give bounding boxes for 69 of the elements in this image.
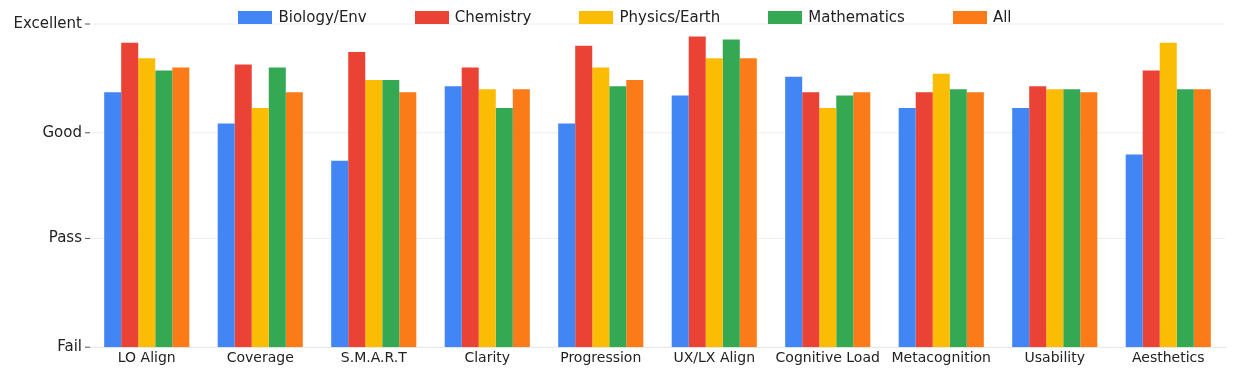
bar (234, 64, 252, 348)
bar (671, 95, 689, 348)
legend-label: Physics/Earth (619, 8, 721, 26)
bar (155, 70, 173, 348)
bar (1012, 107, 1030, 348)
bar (1125, 154, 1143, 348)
x-tick-label: Aesthetics (1131, 349, 1205, 366)
ref-line-label: Good (42, 122, 82, 141)
bar (138, 58, 156, 348)
x-tick-label: Cognitive Load (775, 349, 880, 366)
ref-line-label: Excellent (13, 13, 83, 32)
x-tick-label: UX/LX Align (673, 349, 756, 366)
bar (1142, 70, 1160, 348)
bar (802, 92, 820, 348)
legend-label: Biology/Env (278, 8, 367, 26)
bar (705, 58, 723, 348)
bar (104, 92, 122, 348)
bar (251, 107, 269, 348)
bar (1063, 89, 1081, 348)
bar (1193, 89, 1211, 348)
bar (512, 89, 530, 348)
bar (444, 86, 462, 348)
bar (558, 123, 576, 348)
bar (382, 79, 400, 348)
bar (575, 45, 593, 348)
bar (121, 42, 139, 348)
bar (932, 73, 950, 348)
bar (331, 160, 349, 348)
bar (348, 51, 366, 348)
x-tick-label: Usability (1024, 349, 1085, 366)
bar (836, 95, 854, 348)
bar (365, 79, 383, 348)
x-tick-label: S.M.A.R.T (340, 349, 408, 366)
bar (172, 67, 190, 348)
bar (949, 89, 967, 348)
bar (1080, 92, 1098, 348)
bar (268, 67, 286, 348)
x-tick-label: LO Align (117, 349, 176, 366)
bar (609, 86, 627, 348)
x-tick-label: Progression (560, 349, 642, 366)
legend-label: Mathematics (808, 8, 905, 26)
bar (217, 123, 235, 348)
bar (915, 92, 933, 348)
bar (399, 92, 417, 348)
x-tick-label: Metacognition (891, 349, 991, 366)
bar (461, 67, 479, 348)
ref-line-label: Fail (57, 337, 82, 356)
bar (1046, 89, 1064, 348)
bar (1159, 42, 1177, 348)
bar (626, 79, 644, 348)
bar (739, 58, 757, 348)
bar (853, 92, 871, 348)
bar (478, 89, 496, 348)
bar (495, 107, 513, 348)
ref-line-label: Pass (48, 228, 83, 247)
bar (592, 67, 610, 348)
bar (785, 76, 803, 348)
bar (898, 107, 916, 348)
x-tick-label: Coverage (226, 349, 294, 366)
bar (1029, 86, 1047, 348)
legend-label: Chemistry (454, 8, 532, 26)
bar (1176, 89, 1194, 348)
x-tick-label: Clarity (464, 349, 511, 366)
bar (722, 39, 740, 348)
bar (688, 36, 706, 348)
bar (966, 92, 984, 348)
legend-label: All (992, 8, 1012, 26)
bar (819, 107, 837, 348)
bar (285, 92, 303, 348)
